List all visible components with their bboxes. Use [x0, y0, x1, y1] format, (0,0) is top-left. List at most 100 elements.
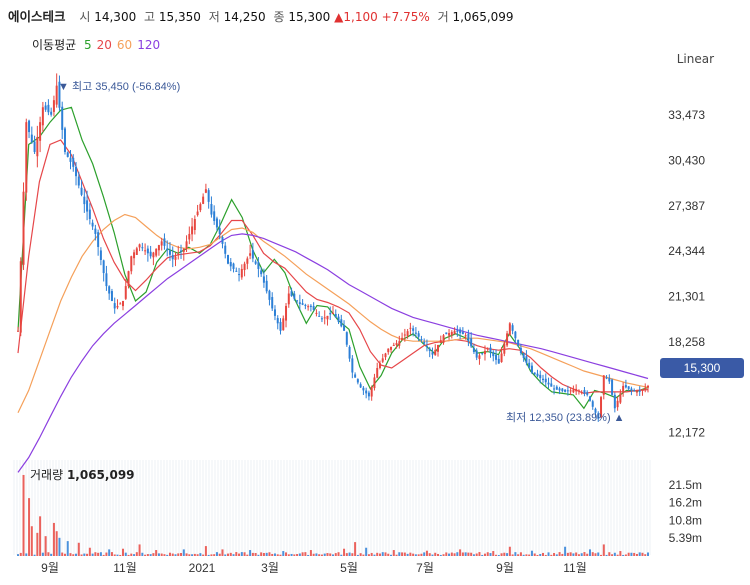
- volume-bar: [475, 553, 478, 556]
- candle-body: [276, 318, 279, 324]
- candle-body: [77, 176, 80, 186]
- candle-body: [127, 271, 130, 287]
- volume-bar: [146, 554, 149, 556]
- volume-bar: [569, 552, 572, 556]
- candle-body: [329, 312, 332, 315]
- candle-body: [348, 346, 351, 359]
- volume-bar: [564, 546, 567, 556]
- volume-bar: [251, 552, 254, 556]
- candle-body: [619, 393, 622, 403]
- candle-body: [508, 323, 511, 335]
- volume-bar: [55, 531, 58, 556]
- volume-bar: [193, 553, 196, 556]
- volume-bar: [619, 551, 622, 556]
- candle-body: [262, 276, 265, 283]
- volume-bar: [41, 552, 44, 556]
- volume-bar: [558, 552, 561, 556]
- volume-bar: [19, 552, 22, 556]
- volume-bar: [373, 554, 376, 556]
- volume-bar: [113, 554, 116, 556]
- volume-bar: [497, 554, 500, 556]
- candle-body: [456, 330, 459, 332]
- high-label: 고: [144, 10, 156, 24]
- volume-bar: [597, 552, 600, 556]
- volume-bar: [204, 546, 207, 556]
- x-tick: 2021: [189, 561, 216, 575]
- ma-legend-60[interactable]: 60: [116, 38, 133, 52]
- candle-body: [166, 248, 169, 251]
- candle-body: [304, 304, 307, 306]
- candle-body: [403, 334, 406, 336]
- volume-bar: [307, 554, 310, 556]
- volume-bar: [594, 553, 597, 556]
- volume-bar: [320, 554, 323, 556]
- price-tick: 33,473: [668, 108, 705, 122]
- last-price-tag: 15,300: [660, 358, 744, 378]
- candle-body: [420, 338, 423, 340]
- volume-bar: [602, 544, 605, 556]
- volume-bar: [221, 549, 224, 556]
- x-tick: 9월: [496, 561, 514, 575]
- volume-bar: [622, 554, 625, 556]
- volume-bar: [442, 554, 445, 556]
- candle-body: [439, 340, 442, 343]
- volume-bar: [588, 549, 591, 556]
- volume-bar: [77, 542, 80, 556]
- candle-body: [384, 353, 387, 358]
- volume-bar: [470, 552, 473, 556]
- volume-bar: [348, 552, 351, 556]
- ma-legend-120[interactable]: 120: [137, 38, 161, 52]
- volume-bar: [257, 554, 260, 556]
- volume-bar: [561, 553, 564, 556]
- candle-body: [102, 260, 105, 274]
- scale-mode-toggle[interactable]: Linear: [676, 52, 714, 66]
- volume-bar: [86, 553, 89, 556]
- candle-body: [387, 348, 390, 353]
- candle-body: [622, 385, 625, 392]
- candle-body: [30, 134, 33, 143]
- volume-bar: [52, 522, 55, 556]
- volume-bar: [124, 552, 127, 556]
- volume-bar: [293, 554, 296, 556]
- candle-body: [193, 219, 196, 231]
- volume-bar: [108, 549, 111, 556]
- candle-body: [486, 348, 489, 350]
- volume-bar: [130, 553, 133, 556]
- candle-body: [254, 261, 257, 264]
- volume-bar: [503, 552, 506, 556]
- ma-legend-5[interactable]: 5: [84, 38, 92, 52]
- candle-body: [86, 200, 89, 212]
- moving-average-legend[interactable]: 이동평균 5 20 60 120: [32, 36, 165, 53]
- candle-body: [108, 286, 111, 294]
- volume-bar: [459, 549, 462, 556]
- volume-bar: [215, 552, 218, 556]
- candle-body: [243, 263, 246, 271]
- ma-legend-20[interactable]: 20: [96, 38, 112, 52]
- volume-bar: [182, 549, 185, 556]
- volume-bar: [326, 553, 329, 556]
- candle-body: [312, 305, 315, 310]
- candle-body: [445, 332, 448, 335]
- candle-body: [376, 368, 379, 378]
- volume-bar: [334, 553, 337, 556]
- volume-bar: [370, 552, 373, 556]
- candle-body: [182, 248, 185, 252]
- candle-body: [61, 106, 64, 130]
- candle-body: [191, 226, 194, 235]
- volume-bar: [378, 553, 381, 556]
- volume-bar: [271, 553, 274, 556]
- candle-body: [647, 385, 649, 388]
- volume-bar: [472, 554, 475, 556]
- volume-bar: [160, 553, 163, 556]
- x-tick: 5월: [340, 561, 358, 575]
- candle-body: [44, 105, 47, 110]
- candle-body: [116, 305, 119, 308]
- candle-body: [337, 316, 340, 322]
- stock-name: 에이스테크: [8, 9, 66, 24]
- candle-body: [232, 263, 235, 269]
- candle-body: [204, 189, 207, 193]
- candle-body: [290, 291, 293, 297]
- candle-body: [285, 305, 288, 321]
- candle-body: [94, 228, 97, 234]
- volume-bar: [28, 498, 31, 556]
